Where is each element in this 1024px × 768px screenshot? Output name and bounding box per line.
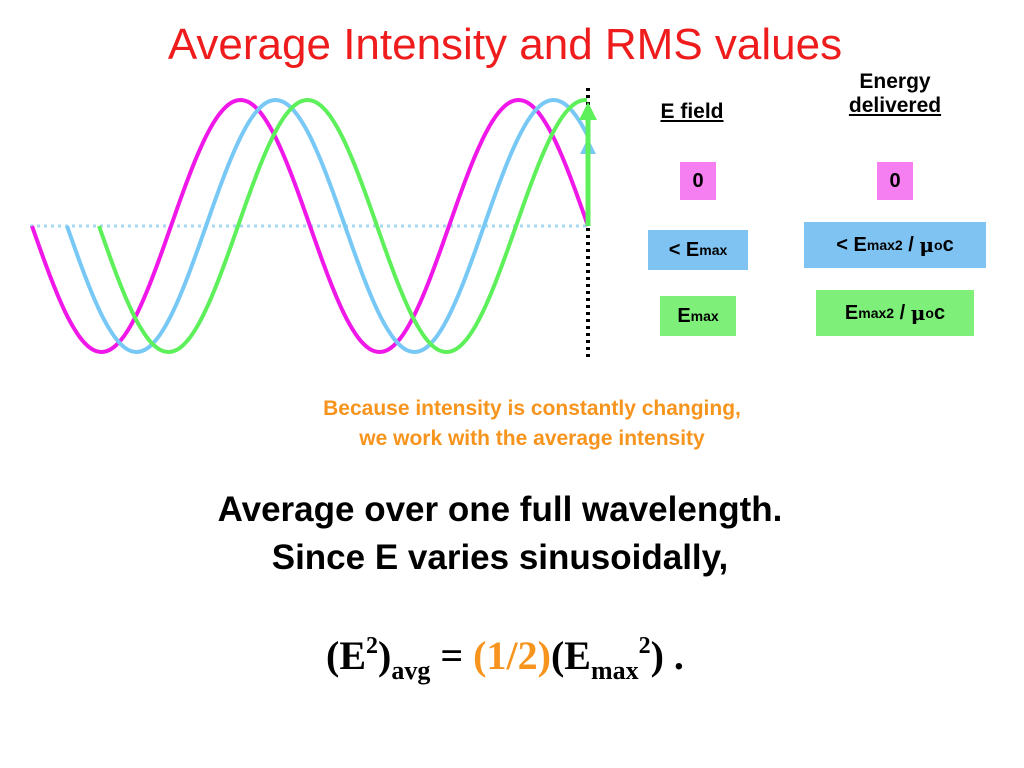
e-field-header: E field	[660, 100, 724, 123]
average-statement: Average over one full wavelength. Since …	[217, 490, 783, 577]
intensity-note: Because intensity is constantly changing…	[323, 397, 741, 450]
wave-diagram	[30, 88, 597, 358]
energy-delivered-header: Energy delivered	[848, 70, 942, 117]
green-arrow-head	[579, 102, 597, 120]
slide-title: Average Intensity and RMS values	[167, 20, 843, 69]
average-formula: (E2)avg = (1/2)(Emax2) .	[326, 633, 684, 685]
pink-energy-value: 0	[877, 162, 913, 200]
pink-e-field-value: 0	[680, 162, 716, 200]
pink-wave	[30, 97, 590, 355]
green-wave	[97, 97, 588, 355]
